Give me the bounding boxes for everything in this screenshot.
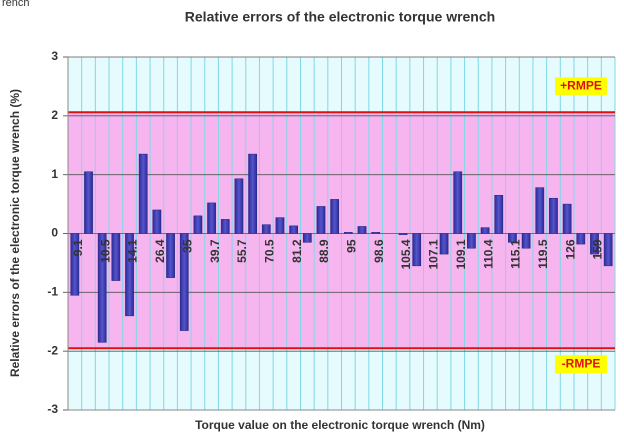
caption-fragment: rench	[2, 0, 30, 9]
x-tick-label: 159	[591, 239, 605, 259]
bar	[84, 171, 93, 234]
limit-label: +RMPE	[560, 78, 602, 92]
x-tick-label: 10.5	[98, 239, 112, 263]
bar	[590, 233, 599, 255]
y-tick-label: 2	[51, 108, 58, 122]
y-tick-label: -3	[47, 402, 58, 416]
bar	[97, 233, 107, 343]
limit-label: -RMPE	[562, 356, 601, 370]
y-tick-label: 0	[51, 226, 58, 240]
bar	[234, 178, 244, 234]
x-tick-label: 119.5	[536, 239, 550, 269]
bar	[508, 233, 517, 243]
x-tick-label: 107.1	[427, 239, 441, 269]
x-tick-label: 109.1	[454, 239, 468, 269]
x-tick-label: 88.9	[317, 239, 331, 263]
bar	[125, 233, 134, 317]
y-tick-label: -2	[47, 343, 58, 357]
x-tick-label: 26.4	[153, 239, 167, 263]
x-tick-label: 81.2	[290, 239, 304, 263]
x-tick-label: 95	[345, 239, 359, 253]
x-tick-label: 39.7	[208, 239, 222, 263]
x-tick-label: 55.7	[235, 239, 249, 263]
bar	[535, 187, 545, 234]
y-tick-label: 3	[51, 49, 58, 63]
x-tick-label: 70.5	[262, 239, 276, 263]
bar	[576, 233, 586, 245]
bar	[562, 203, 572, 234]
bar	[494, 195, 504, 234]
x-tick-label: 110.4	[481, 239, 495, 269]
y-tick-label: -1	[47, 285, 58, 299]
bar	[521, 233, 531, 249]
bar	[179, 233, 189, 331]
bar	[549, 197, 558, 234]
bar	[111, 233, 121, 281]
limit-label-box	[555, 77, 607, 96]
bar	[480, 227, 490, 234]
bar	[357, 226, 367, 234]
bar	[261, 224, 271, 234]
bar	[467, 233, 476, 249]
bar	[289, 225, 298, 234]
bar	[343, 232, 353, 234]
x-tick-label: 9.1	[71, 239, 85, 256]
bar	[330, 199, 340, 234]
bar	[220, 219, 230, 234]
bar	[398, 233, 408, 235]
bar	[453, 171, 463, 234]
x-tick-label: 115.1	[509, 239, 523, 269]
bar	[248, 153, 257, 234]
bar	[152, 209, 162, 234]
bar	[439, 233, 449, 255]
bar	[302, 233, 312, 243]
x-tick-label: 14.1	[126, 239, 140, 263]
bar	[371, 232, 381, 234]
bar	[412, 233, 422, 267]
bar	[207, 202, 216, 234]
x-tick-label: 105.4	[399, 239, 413, 269]
x-axis-title: Torque value on the electronic torque wr…	[195, 418, 485, 432]
bar	[166, 233, 175, 278]
bar	[193, 215, 203, 234]
x-tick-label: 35	[180, 239, 194, 253]
x-tick-label: 126	[563, 239, 577, 259]
bar	[316, 206, 326, 234]
x-tick-label: 98.6	[372, 239, 386, 263]
bar	[70, 233, 80, 296]
y-tick-label: 1	[51, 167, 58, 181]
bar	[603, 233, 613, 267]
chart-title: Relative errors of the electronic torque…	[185, 9, 495, 25]
limit-label-box	[555, 355, 607, 374]
y-axis-title: Relative errors of the electronic torque…	[8, 89, 22, 377]
bar	[138, 153, 148, 234]
bar	[275, 217, 285, 234]
